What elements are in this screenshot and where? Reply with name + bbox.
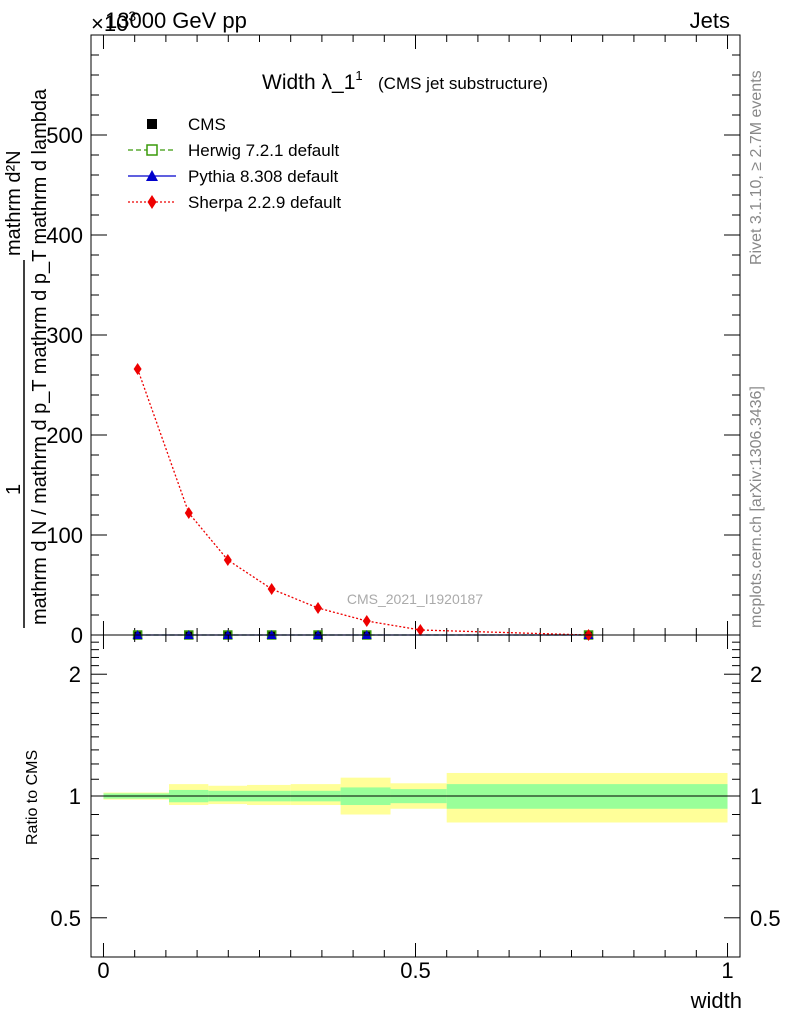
chart-subtitle: (CMS jet substructure) <box>378 74 548 93</box>
ratio-y-tick-label-right: 1 <box>750 784 762 809</box>
y-tick-label: 500 <box>46 123 83 148</box>
series-line <box>137 368 589 636</box>
process-label: Jets <box>690 8 730 33</box>
y-tick-label: 300 <box>46 323 83 348</box>
ratio-y-tick-label-right: 2 <box>750 662 762 687</box>
data-point <box>416 624 425 636</box>
y-tick-label: 200 <box>46 423 83 448</box>
svg-text:mathrm d N / mathrm d p_T math: mathrm d N / mathrm d p_T mathrm d p_T m… <box>29 88 51 625</box>
data-point <box>267 583 276 595</box>
chart-title: Width λ_11 <box>262 68 363 94</box>
data-point <box>184 507 193 519</box>
data-point <box>362 615 371 627</box>
x-tick-label: 0.5 <box>400 958 431 983</box>
data-point <box>133 363 142 375</box>
legend-label: CMS <box>188 115 226 134</box>
main-y-axis-label: mathrm d N / mathrm d p_T mathrm d p_T m… <box>3 88 51 628</box>
ratio-y-tick-label: 0.5 <box>50 906 81 931</box>
legend-marker <box>146 144 158 156</box>
energy-label: 13000 GeV pp <box>105 8 247 33</box>
ratio-y-axis-label: Ratio to CMS <box>24 750 41 845</box>
ratio-y-tick-label: 1 <box>69 784 81 809</box>
legend-marker <box>146 170 158 181</box>
data-point <box>314 602 323 614</box>
y-tick-label: 100 <box>46 523 83 548</box>
rivet-label: Rivet 3.1.10, ≥ 2.7M events <box>748 70 765 265</box>
svg-text:1: 1 <box>3 484 25 495</box>
mcplots-label: mcplots.cern.ch [arXiv:1306.3436] <box>748 386 765 628</box>
ratio-y-tick-label-right: 0.5 <box>750 906 781 931</box>
legend: CMS Herwig 7.2.1 default Pythia 8.308 defa… <box>128 115 341 212</box>
svg-text:mathrm d²N: mathrm d²N <box>3 150 25 256</box>
legend-marker <box>147 195 157 209</box>
y-tick-label: 400 <box>46 223 83 248</box>
x-tick-label: 1 <box>721 958 733 983</box>
legend-label: Herwig 7.2.1 default <box>188 141 339 160</box>
x-tick-label: 0 <box>97 958 109 983</box>
analysis-watermark: CMS_2021_I1920187 <box>347 591 483 607</box>
ratio-plot: 0.5 0.5 1 1 2 2 0 0.5 1 <box>50 635 781 983</box>
legend-label: Pythia 8.308 default <box>188 167 339 186</box>
x-axis-label: width <box>690 988 742 1013</box>
data-point <box>223 554 232 566</box>
ratio-y-tick-label: 2 <box>69 662 81 687</box>
legend-label: Sherpa 2.2.9 default <box>188 193 341 212</box>
ratio-frame <box>90 634 741 958</box>
legend-marker <box>147 119 157 129</box>
y-tick-label: 0 <box>71 623 83 648</box>
exponent-label: ×103 <box>91 8 136 36</box>
